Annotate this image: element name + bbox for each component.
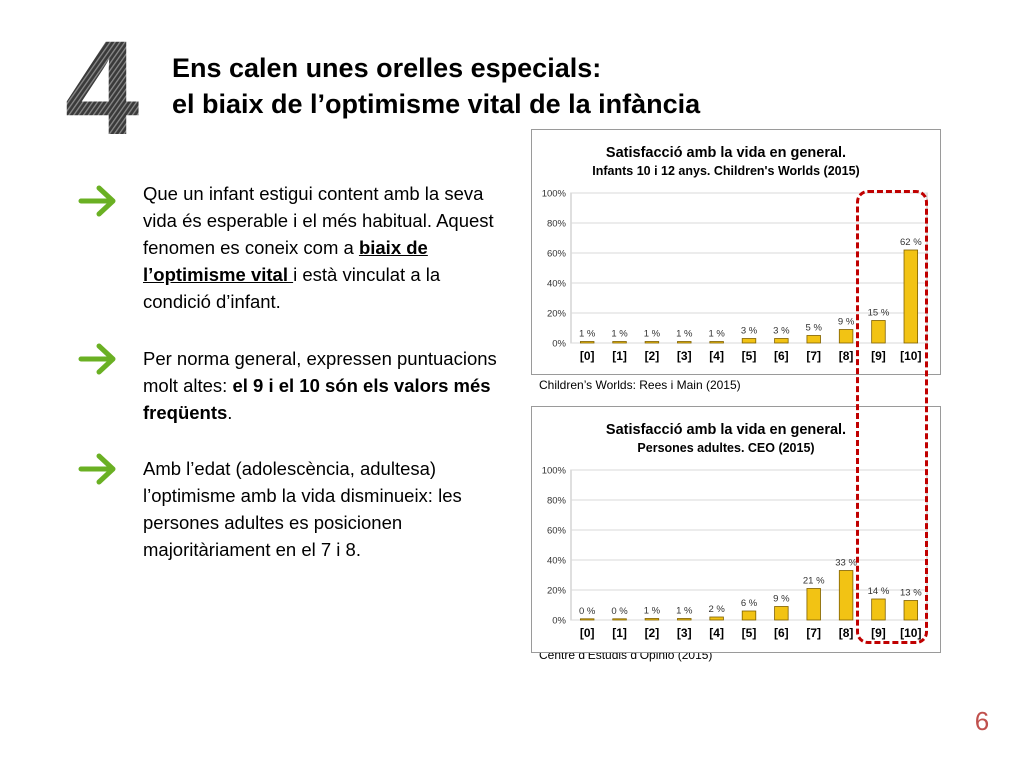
y-tick-label: 40%: [547, 556, 567, 567]
y-tick-label: 0%: [552, 616, 566, 627]
bar: [677, 618, 692, 621]
bar: [871, 320, 886, 344]
data-label: 5 %: [806, 323, 823, 334]
data-label: 14 %: [868, 586, 890, 597]
chart-subtitle: Infants 10 i 12 anys. Children's Worlds …: [592, 164, 859, 178]
arrow-right-icon: [78, 453, 116, 485]
bar: [838, 570, 854, 621]
data-label: 21 %: [803, 576, 825, 587]
x-tick-label: [3]: [677, 626, 692, 640]
x-tick-label: [9]: [871, 626, 886, 640]
x-tick-label: [5]: [742, 626, 757, 640]
data-label: 1 %: [644, 606, 661, 617]
bullet-1-underlined: biaix de l’optimisme vital: [143, 237, 428, 285]
y-tick-label: 60%: [547, 526, 567, 537]
x-tick-label: [7]: [806, 626, 821, 640]
y-tick-label: 80%: [547, 496, 567, 507]
data-label: 1 %: [708, 329, 725, 340]
x-tick-label: [2]: [645, 349, 660, 363]
x-tick-label: [0]: [580, 349, 595, 363]
x-tick-label: [0]: [580, 626, 595, 640]
x-tick-label: [2]: [645, 626, 660, 640]
x-tick-label: [8]: [839, 626, 854, 640]
x-tick-label: [7]: [806, 349, 821, 363]
data-label: 1 %: [676, 606, 693, 617]
data-label: 1 %: [611, 329, 628, 340]
chart-adults: Satisfacció amb la vida en general. Perso…: [531, 406, 941, 653]
x-tick-label: [6]: [774, 349, 789, 363]
x-tick-label: [4]: [709, 349, 724, 363]
data-label: 0 %: [611, 606, 628, 617]
arrow-right-icon: [78, 343, 116, 375]
bar: [579, 341, 595, 344]
bar: [871, 598, 886, 621]
bullet-3: Amb l’edat (adolescència, adultesa) l’op…: [143, 458, 462, 560]
y-tick-label: 0%: [552, 339, 566, 350]
y-tick-label: 60%: [547, 249, 567, 260]
bar: [903, 600, 919, 621]
arrow-right-icon: [78, 185, 116, 217]
bar: [774, 606, 789, 621]
slide-title: Ens calen unes orelles especials: el bia…: [172, 50, 812, 122]
y-tick-label: 20%: [547, 309, 567, 320]
title-line-2: el biaix de l’optimisme vital de la infà…: [172, 89, 701, 119]
bar: [903, 249, 919, 344]
bar: [838, 329, 854, 344]
x-tick-label: [8]: [839, 349, 854, 363]
bar: [579, 618, 595, 621]
x-tick-label: [9]: [871, 349, 886, 363]
data-label: 1 %: [676, 329, 693, 340]
bar: [709, 341, 724, 344]
bar: [806, 335, 821, 344]
bar: [677, 341, 692, 344]
data-label: 9 %: [838, 317, 855, 328]
y-tick-label: 100%: [542, 189, 567, 200]
data-label: 62 %: [900, 237, 922, 248]
data-label: 9 %: [773, 594, 790, 605]
bullet-2: Per norma general, expressen puntuacions…: [143, 348, 497, 423]
chart-children: Satisfacció amb la vida en general. Infan…: [531, 129, 941, 375]
y-tick-label: 40%: [547, 279, 567, 290]
bar: [806, 588, 821, 621]
y-tick-label: 20%: [547, 586, 567, 597]
bar: [612, 618, 627, 621]
data-label: 0 %: [579, 606, 596, 617]
bar: [774, 338, 789, 344]
data-label: 15 %: [868, 308, 890, 319]
x-tick-label: [10]: [900, 349, 921, 363]
data-label: 1 %: [644, 329, 661, 340]
y-tick-label: 80%: [547, 219, 567, 230]
data-label: 3 %: [741, 326, 758, 337]
data-label: 6 %: [741, 598, 758, 609]
y-tick-label: 100%: [542, 466, 567, 477]
slide-number-glyph: 4: [65, 36, 140, 140]
data-label: 13 %: [900, 588, 922, 599]
bar: [644, 618, 660, 621]
bar: [741, 610, 757, 621]
x-tick-label: [4]: [709, 626, 724, 640]
x-tick-label: [6]: [774, 626, 789, 640]
bar: [709, 616, 724, 621]
x-tick-label: [3]: [677, 349, 692, 363]
svg-text:4: 4: [65, 36, 140, 140]
chart-title: Satisfacció amb la vida en general.: [606, 422, 846, 438]
bullet-2-bold: el 9 i el 10 són els valors més freqüent…: [143, 375, 491, 423]
title-line-1: Ens calen unes orelles especials:: [172, 53, 602, 83]
x-tick-label: [5]: [742, 349, 757, 363]
page-number: 6: [974, 706, 990, 736]
highlight-9-10: [856, 190, 928, 644]
data-label: 2 %: [708, 604, 725, 615]
x-tick-label: [1]: [612, 349, 627, 363]
chart-title: Satisfacció amb la vida en general.: [606, 145, 846, 161]
data-label: 1 %: [579, 329, 596, 340]
bullet-1: Que un infant estigui content amb la sev…: [143, 183, 494, 312]
bar: [644, 341, 660, 344]
data-label: 3 %: [773, 326, 790, 337]
bar: [741, 338, 757, 344]
chart-children-source: Children’s Worlds: Rees i Main (2015): [539, 378, 741, 392]
data-label: 33 %: [835, 558, 857, 569]
x-tick-label: [1]: [612, 626, 627, 640]
chart-subtitle: Persones adultes. CEO (2015): [637, 441, 814, 455]
bar: [612, 341, 627, 344]
